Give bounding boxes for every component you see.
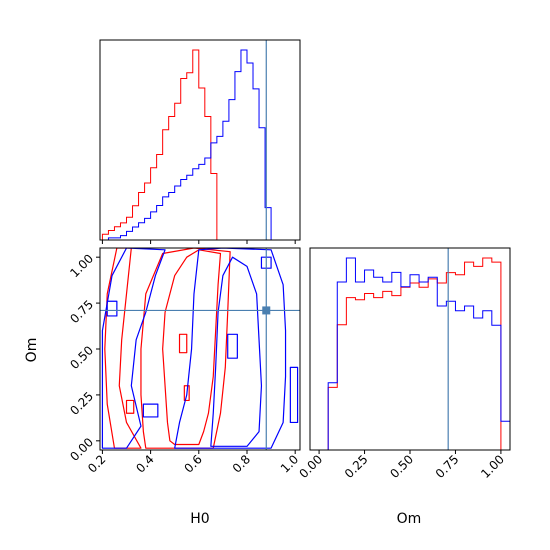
h0-x-tick-label: 0.8 xyxy=(230,452,253,475)
om-x-tick-label: 1.00 xyxy=(478,452,507,481)
histogram-h0-frame xyxy=(99,39,301,241)
h0-x-tick-label: 0.4 xyxy=(133,452,156,475)
contour-blue xyxy=(101,248,166,449)
histogram-om-blue xyxy=(319,257,511,451)
y-axis-label-om: Om xyxy=(24,338,40,363)
contour-blue xyxy=(106,300,118,317)
contour-blue xyxy=(289,366,299,424)
contour-red xyxy=(140,248,231,449)
truth-marker xyxy=(262,306,271,315)
contour-red xyxy=(125,399,135,414)
contour-blue xyxy=(210,256,263,447)
contour-blue xyxy=(260,256,272,269)
contour-lines xyxy=(101,248,299,449)
histogram-om-red xyxy=(319,257,510,451)
contour-panel: 0.2 0.4 0.6 0.8 1.00.000.250.500.751.00 xyxy=(67,247,301,476)
om-y-tick-label: 0.50 xyxy=(67,343,96,372)
contour-red xyxy=(183,385,190,402)
contour-blue xyxy=(142,403,159,418)
histogram-h0-panel xyxy=(99,39,301,244)
om-x-tick-label: 0.75 xyxy=(433,452,462,481)
histogram-om-panel: 0.00 0.25 0.50 0.75 1.00 xyxy=(296,247,511,481)
h0-x-tick-label: 0.2 xyxy=(85,452,108,475)
h0-x-tick-label: 0.6 xyxy=(182,452,205,475)
om-y-tick-label: 1.00 xyxy=(67,251,96,280)
contour-red xyxy=(104,248,142,449)
x-axis-label-om: Om xyxy=(397,511,422,527)
om-x-tick-label: 0.50 xyxy=(387,452,416,481)
om-x-tick-label: 0.25 xyxy=(342,452,371,481)
om-x-tick-label: 0.00 xyxy=(296,452,325,481)
om-y-tick-label: 0.25 xyxy=(67,389,96,418)
contour-blue xyxy=(227,333,238,359)
x-axis-label-h0: H0 xyxy=(190,511,209,527)
contour-red xyxy=(178,333,188,354)
contour-blue xyxy=(174,248,287,449)
contour-frame xyxy=(99,247,301,451)
om-y-tick-label: 0.75 xyxy=(67,297,96,326)
histogram-h0-blue xyxy=(102,49,296,241)
